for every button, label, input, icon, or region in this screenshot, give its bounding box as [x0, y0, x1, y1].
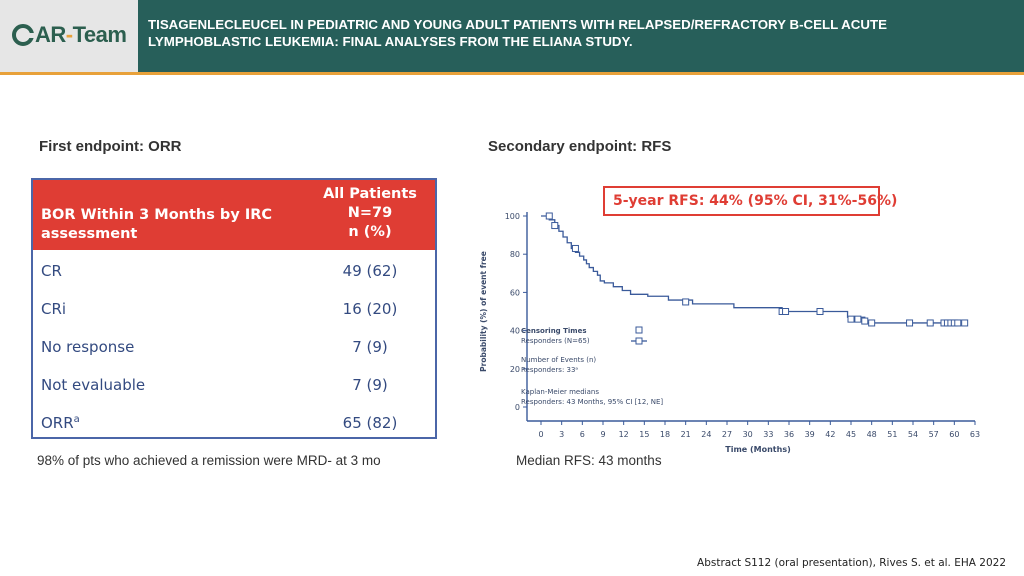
x-tick-label: 18 [660, 430, 670, 439]
slide-title-line-2: LYMPHOBLASTIC LEUKEMIA: FINAL ANALYSES F… [148, 34, 633, 49]
x-tick-label: 21 [681, 430, 691, 439]
censor-mark [854, 315, 862, 323]
orr-table: BOR Within 3 Months by IRC assessment Al… [31, 178, 437, 439]
censor-mark [906, 319, 914, 327]
table-header: BOR Within 3 Months by IRC assessment Al… [33, 180, 435, 250]
legend-censor-marker [635, 326, 643, 334]
censor-mark [551, 222, 559, 230]
header-right-line-3: n (%) [348, 224, 392, 240]
legend-line-censor [635, 337, 643, 345]
table-row: ORRa 65 (82) [33, 404, 435, 442]
slide-title: TISAGENLECLEUCEL IN PEDIATRIC AND YOUNG … [148, 16, 1008, 50]
x-tick-label: 24 [701, 430, 711, 439]
censor-mark [816, 308, 824, 315]
median-rfs-note: Median RFS: 43 months [516, 453, 662, 468]
title-band: TISAGENLECLEUCEL IN PEDIATRIC AND YOUNG … [138, 0, 1024, 72]
chart-annotation: Number of Events (n) [521, 356, 596, 364]
x-tick-label: 42 [825, 430, 835, 439]
censor-mark [954, 319, 962, 327]
x-tick-label: 39 [805, 430, 815, 439]
x-tick-label: 3 [559, 430, 564, 439]
x-tick-label: 27 [722, 430, 732, 439]
x-tick-label: 60 [949, 430, 959, 439]
x-tick-label: 45 [846, 430, 856, 439]
header-left-line-1: BOR Within 3 Months by IRC [41, 207, 273, 223]
table-row: Not evaluable 7 (9) [33, 366, 435, 404]
row-value: 7 (9) [352, 376, 388, 394]
table-header-left: BOR Within 3 Months by IRC assessment [41, 206, 301, 244]
x-tick-label: 57 [929, 430, 939, 439]
header-left-line-2: assessment [41, 226, 138, 242]
x-tick-label: 9 [600, 430, 605, 439]
header-bar: AR-Team TISAGENLECLEUCEL IN PEDIATRIC AN… [0, 0, 1024, 75]
row-label-text: ORR [41, 414, 74, 432]
x-tick-label: 51 [887, 430, 897, 439]
rfs-kaplan-meier-chart: 0 3 6 9 12 15 18 21 24 27 30 33 36 39 42 45 48 51 54 57 60 63… [479, 212, 980, 454]
censor-mark [861, 317, 869, 325]
y-tick-label: 80 [510, 250, 520, 259]
censor-mark [847, 315, 855, 323]
chart-annotation: Responders: 33ᵃ [521, 366, 578, 374]
mrd-note: 98% of pts who achieved a remission were… [37, 453, 381, 468]
citation-footer: Abstract S112 (oral presentation), Rives… [697, 557, 1006, 569]
row-label: CRi [41, 300, 67, 318]
x-tick-label: 30 [743, 430, 753, 439]
censor-mark [926, 319, 934, 327]
slide-title-line-1: TISAGENLECLEUCEL IN PEDIATRIC AND YOUNG … [148, 17, 887, 32]
censor-mark [571, 244, 579, 252]
car-team-logo: AR-Team [12, 22, 127, 48]
x-tick-label: 36 [784, 430, 794, 439]
row-label: Not evaluable [41, 376, 146, 394]
row-value: 16 (20) [342, 300, 398, 318]
row-label-footnote: a [73, 414, 80, 425]
row-value: 7 (9) [352, 338, 388, 356]
censor-mark [868, 319, 876, 327]
x-tick-label: 6 [580, 430, 585, 439]
chart-annotation: Kaplan-Meier medians [521, 388, 599, 396]
x-tick-label: 15 [639, 430, 649, 439]
y-tick-label: 100 [505, 212, 520, 221]
censor-mark [782, 308, 790, 315]
header-right-line-1: All Patients [323, 186, 417, 202]
y-tick-label: 60 [510, 288, 520, 297]
table-header-right: All Patients N=79 n (%) [315, 185, 425, 242]
table-row: No response 7 (9) [33, 328, 435, 366]
censor-mark [545, 212, 553, 220]
row-value: 49 (62) [342, 262, 398, 280]
y-axis-label: Probability (%) of event free [479, 251, 488, 372]
x-tick-label: 63 [970, 430, 980, 439]
rfs-heading: Secondary endpoint: RFS [488, 138, 672, 155]
chart-annotation: Responders: 43 Months, 95% CI [12, NE] [521, 398, 663, 406]
header-divider [0, 72, 1024, 75]
y-tick-label: 40 [510, 327, 520, 336]
x-tick-label: 33 [763, 430, 773, 439]
legend-title: Censoring Times [521, 327, 587, 335]
x-tick-label: 54 [908, 430, 918, 439]
row-label: No response [41, 338, 135, 356]
header-right-line-2: N=79 [347, 205, 393, 221]
km-curve [541, 215, 962, 324]
logo-box: AR-Team [0, 0, 138, 72]
logo-text-dash: - [65, 22, 73, 47]
row-label: CR [41, 262, 62, 280]
x-tick-label: 48 [867, 430, 877, 439]
x-tick-label: 12 [619, 430, 629, 439]
censor-mark [682, 298, 690, 306]
logo-text-team: Team [72, 22, 127, 47]
y-tick-label: 0 [515, 403, 520, 412]
row-label: ORRa [41, 414, 80, 432]
table-row: CRi 16 (20) [33, 290, 435, 328]
y-tick-label: 20 [510, 365, 520, 374]
rfs-highlight-box: 5-year RFS: 44% (95% CI, 31%-56%) [603, 186, 897, 216]
rfs-highlight-text: 5-year RFS: 44% (95% CI, 31%-56%) [613, 193, 898, 209]
legend-entry: Responders (N=65) [521, 337, 590, 345]
table-row: CR 49 (62) [33, 252, 435, 290]
logo-text-ar: AR [35, 22, 66, 47]
x-axis-label: Time (Months) [725, 445, 791, 454]
orr-heading: First endpoint: ORR [39, 138, 182, 155]
row-value: 65 (82) [342, 414, 398, 432]
censor-mark [961, 319, 969, 327]
logo-ring-icon [12, 24, 34, 46]
x-tick-label: 0 [538, 430, 543, 439]
